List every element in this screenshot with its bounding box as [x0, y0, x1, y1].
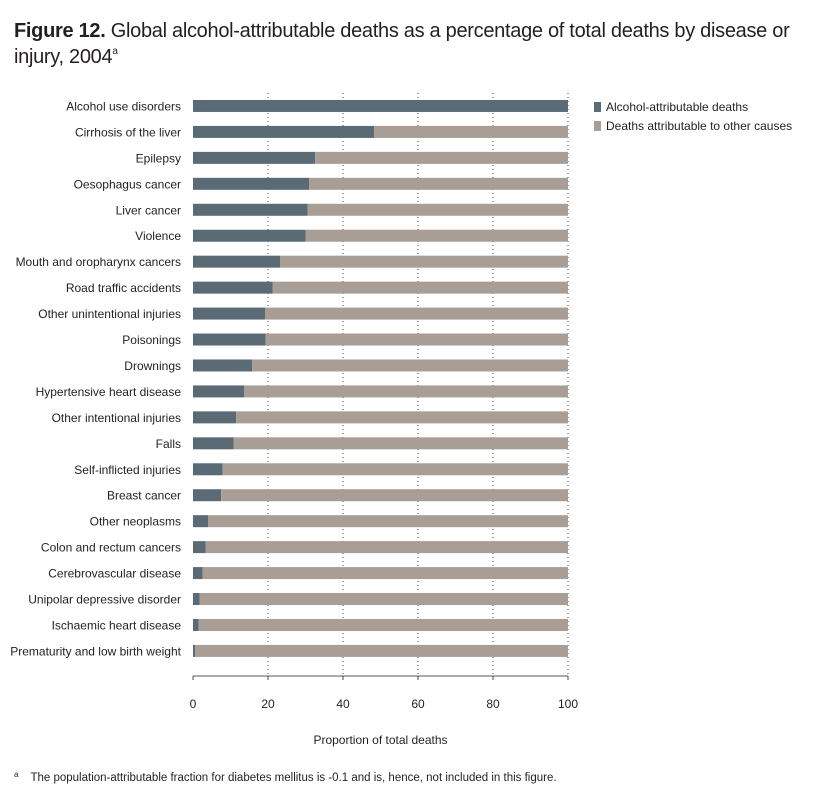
bar-other-causes: [265, 333, 568, 346]
bar-other-causes: [315, 151, 568, 164]
category-label: Alcohol use disorders: [66, 99, 181, 113]
bar-alcohol-attributable: [193, 515, 208, 528]
bar-alcohol-attributable: [193, 99, 568, 112]
category-label: Falls: [156, 437, 181, 451]
footnote-text: The population-attributable fraction for…: [30, 772, 557, 784]
figure-title-text: Global alcohol-attributable deaths as a …: [14, 20, 790, 68]
bar-other-causes: [195, 644, 568, 657]
bar-alcohol-attributable: [193, 177, 310, 190]
x-tick-label: 60: [411, 697, 425, 711]
bar-alcohol-attributable: [193, 385, 244, 398]
bar-alcohol-attributable: [193, 359, 253, 372]
legend-swatch-other: [594, 121, 601, 131]
bar-alcohol-attributable: [193, 489, 222, 502]
category-label: Cirrhosis of the liver: [75, 125, 181, 139]
bar-other-causes: [199, 593, 568, 606]
category-label: Violence: [135, 229, 181, 243]
bar-other-causes: [208, 515, 568, 528]
bar-alcohol-attributable: [193, 333, 266, 346]
bar-alcohol-attributable: [193, 411, 237, 424]
bar-other-causes: [265, 307, 568, 320]
bar-alcohol-attributable: [193, 463, 223, 476]
legend-swatch-alcohol: [594, 102, 601, 112]
bar-alcohol-attributable: [193, 618, 199, 631]
bar-alcohol-attributable: [193, 281, 273, 294]
category-label: Other neoplasms: [90, 515, 181, 529]
bar-other-causes: [252, 359, 568, 372]
bar-other-causes: [374, 125, 568, 138]
category-label: Colon and rectum cancers: [41, 541, 181, 555]
bar-alcohol-attributable: [193, 567, 203, 580]
category-label: Prematurity and low birth weight: [10, 644, 181, 658]
bar-other-causes: [205, 541, 568, 554]
category-label: Liver cancer: [116, 203, 181, 217]
bar-other-causes: [244, 385, 568, 398]
category-label: Other intentional injuries: [52, 411, 181, 425]
bar-other-causes: [233, 437, 568, 450]
category-label: Mouth and oropharynx cancers: [16, 255, 181, 269]
stacked-bar-chart: Alcohol use disorders Cirrhosis of the li…: [10, 93, 792, 747]
legend-label: Alcohol-attributable deaths: [606, 100, 748, 114]
x-tick-label: 80: [486, 697, 500, 711]
footnote-mark: a: [14, 770, 19, 779]
category-label: Hypertensive heart disease: [36, 385, 182, 399]
bar-other-causes: [309, 177, 568, 190]
bar-alcohol-attributable: [193, 151, 316, 164]
legend-label: Deaths attributable to other causes: [606, 119, 792, 133]
bar-alcohol-attributable: [193, 437, 234, 450]
x-tick-label: 0: [190, 697, 197, 711]
x-tick-label: 100: [558, 697, 578, 711]
bar-alcohol-attributable: [193, 541, 206, 554]
bar-other-causes: [221, 489, 568, 502]
category-label: Epilepsy: [136, 151, 181, 165]
figure-title: Figure 12. Global alcohol-attributable d…: [14, 18, 819, 70]
x-axis-label: Proportion of total deaths: [313, 733, 447, 747]
bar-other-causes: [307, 203, 568, 216]
bar-alcohol-attributable: [193, 593, 200, 606]
bar-other-causes: [305, 229, 568, 242]
category-label: Drownings: [124, 359, 181, 373]
bar-alcohol-attributable: [193, 644, 196, 657]
bar-alcohol-attributable: [193, 125, 375, 138]
category-label: Cerebrovascular disease: [48, 567, 181, 581]
category-label: Self-inflicted injuries: [74, 463, 181, 477]
bar-other-causes: [202, 567, 568, 580]
category-label: Breast cancer: [107, 489, 181, 503]
category-label: Other unintentional injuries: [38, 307, 181, 321]
x-tick-label: 40: [336, 697, 350, 711]
x-tick-label: 20: [261, 697, 275, 711]
bar-alcohol-attributable: [193, 307, 265, 320]
bar-other-causes: [236, 411, 568, 424]
category-label: Unipolar depressive disorder: [28, 593, 181, 607]
bar-other-causes: [272, 281, 568, 294]
title-footnote-mark: a: [112, 46, 118, 57]
bar-alcohol-attributable: [193, 203, 308, 216]
bar-alcohol-attributable: [193, 229, 306, 242]
bar-other-causes: [198, 618, 568, 631]
bar-other-causes: [222, 463, 568, 476]
bar-alcohol-attributable: [193, 255, 280, 268]
category-label: Oesophagus cancer: [74, 177, 181, 191]
bar-other-causes: [280, 255, 568, 268]
footnote: a The population-attributable fraction fo…: [14, 770, 557, 784]
category-label: Road traffic accidents: [66, 281, 181, 295]
category-label: Ischaemic heart disease: [52, 618, 182, 632]
category-label: Poisonings: [122, 333, 181, 347]
figure-number: Figure 12.: [14, 20, 106, 42]
